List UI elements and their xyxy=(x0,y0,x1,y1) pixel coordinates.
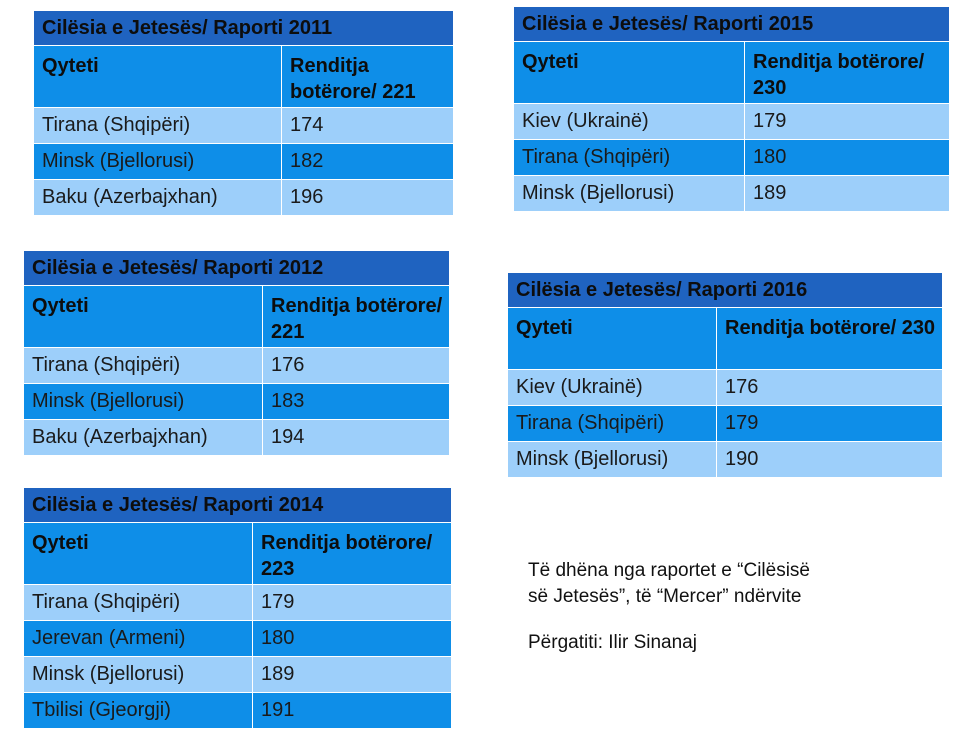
author-credit: Përgatiti: Ilir Sinanaj xyxy=(528,632,697,653)
column-header-rank: Renditja botërore/ 230 xyxy=(716,307,943,370)
column-header-city: Qyteti xyxy=(23,522,253,585)
rank-cell: 179 xyxy=(716,405,943,442)
column-header-rank: Renditja botërore/ 221 xyxy=(281,45,454,108)
table-header-row: Qyteti Renditja botërore/ 230 xyxy=(513,41,950,104)
report-table-2011: Cilësia e Jetesës/ Raporti 2011 Qyteti R… xyxy=(33,10,454,216)
city-cell: Kiev (Ukrainë) xyxy=(513,103,745,140)
city-cell: Tirana (Shqipëri) xyxy=(23,347,263,384)
table-title: Cilësia e Jetesës/ Raporti 2011 xyxy=(33,10,454,46)
table-row: Kiev (Ukrainë) 179 xyxy=(513,103,950,140)
table-title: Cilësia e Jetesës/ Raporti 2015 xyxy=(513,6,950,42)
rank-cell: 179 xyxy=(252,584,452,621)
table-row: Tirana (Shqipëri) 179 xyxy=(23,584,452,621)
city-cell: Minsk (Bjellorusi) xyxy=(23,656,253,693)
table-row: Minsk (Bjellorusi) 182 xyxy=(33,143,454,180)
report-table-2014: Cilësia e Jetesës/ Raporti 2014 Qyteti R… xyxy=(23,487,452,729)
rank-cell: 190 xyxy=(716,441,943,478)
city-cell: Tirana (Shqipëri) xyxy=(513,139,745,176)
table-row: Minsk (Bjellorusi) 183 xyxy=(23,383,450,420)
table-header-row: Qyteti Renditja botërore/ 221 xyxy=(33,45,454,108)
source-note: Të dhëna nga raportet e “Cilësisë së Jet… xyxy=(528,558,928,656)
city-cell: Minsk (Bjellorusi) xyxy=(33,143,282,180)
rank-cell: 174 xyxy=(281,107,454,144)
rank-cell: 194 xyxy=(262,419,450,456)
source-note-line-2: së Jetesës”, të “Mercer” ndërvite xyxy=(528,586,802,607)
column-header-rank: Renditja botërore/ 230 xyxy=(744,41,950,104)
table-title-row: Cilësia e Jetesës/ Raporti 2012 xyxy=(23,250,450,286)
column-header-city: Qyteti xyxy=(33,45,282,108)
table-row: Tirana (Shqipëri) 180 xyxy=(513,139,950,176)
column-header-rank: Renditja botërore/ 221 xyxy=(262,285,450,348)
table-row: Jerevan (Armeni) 180 xyxy=(23,620,452,657)
spacer xyxy=(528,610,928,630)
table-row: Baku (Azerbajxhan) 196 xyxy=(33,179,454,216)
report-table-2012: Cilësia e Jetesës/ Raporti 2012 Qyteti R… xyxy=(23,250,450,456)
source-note-line-1: Të dhëna nga raportet e “Cilësisë xyxy=(528,560,810,581)
table-title-row: Cilësia e Jetesës/ Raporti 2011 xyxy=(33,10,454,46)
report-table-2016: Cilësia e Jetesës/ Raporti 2016 Qyteti R… xyxy=(507,272,943,478)
city-cell: Tirana (Shqipëri) xyxy=(33,107,282,144)
column-header-city: Qyteti xyxy=(23,285,263,348)
column-header-city: Qyteti xyxy=(513,41,745,104)
table-row: Minsk (Bjellorusi) 189 xyxy=(23,656,452,693)
table-row: Kiev (Ukrainë) 176 xyxy=(507,369,943,406)
column-header-city: Qyteti xyxy=(507,307,717,370)
table-title-row: Cilësia e Jetesës/ Raporti 2014 xyxy=(23,487,452,523)
table-title: Cilësia e Jetesës/ Raporti 2012 xyxy=(23,250,450,286)
city-cell: Tbilisi (Gjeorgji) xyxy=(23,692,253,729)
rank-cell: 180 xyxy=(252,620,452,657)
rank-cell: 191 xyxy=(252,692,452,729)
table-row: Tirana (Shqipëri) 174 xyxy=(33,107,454,144)
table-header-row: Qyteti Renditja botërore/ 223 xyxy=(23,522,452,585)
table-row: Baku (Azerbajxhan) 194 xyxy=(23,419,450,456)
rank-cell: 180 xyxy=(744,139,950,176)
city-cell: Minsk (Bjellorusi) xyxy=(513,175,745,212)
rank-cell: 182 xyxy=(281,143,454,180)
table-title: Cilësia e Jetesës/ Raporti 2014 xyxy=(23,487,452,523)
rank-cell: 183 xyxy=(262,383,450,420)
column-header-rank: Renditja botërore/ 223 xyxy=(252,522,452,585)
rank-cell: 196 xyxy=(281,179,454,216)
city-cell: Jerevan (Armeni) xyxy=(23,620,253,657)
table-title-row: Cilësia e Jetesës/ Raporti 2016 xyxy=(507,272,943,308)
city-cell: Minsk (Bjellorusi) xyxy=(23,383,263,420)
table-row: Minsk (Bjellorusi) 189 xyxy=(513,175,950,212)
table-row: Tirana (Shqipëri) 179 xyxy=(507,405,943,442)
city-cell: Baku (Azerbajxhan) xyxy=(23,419,263,456)
rank-cell: 189 xyxy=(744,175,950,212)
rank-cell: 179 xyxy=(744,103,950,140)
city-cell: Minsk (Bjellorusi) xyxy=(507,441,717,478)
table-row: Minsk (Bjellorusi) 190 xyxy=(507,441,943,478)
city-cell: Baku (Azerbajxhan) xyxy=(33,179,282,216)
report-table-2015: Cilësia e Jetesës/ Raporti 2015 Qyteti R… xyxy=(513,6,950,212)
rank-cell: 176 xyxy=(716,369,943,406)
city-cell: Tirana (Shqipëri) xyxy=(23,584,253,621)
city-cell: Kiev (Ukrainë) xyxy=(507,369,717,406)
city-cell: Tirana (Shqipëri) xyxy=(507,405,717,442)
table-row: Tirana (Shqipëri) 176 xyxy=(23,347,450,384)
table-header-row: Qyteti Renditja botërore/ 230 xyxy=(507,307,943,370)
table-title-row: Cilësia e Jetesës/ Raporti 2015 xyxy=(513,6,950,42)
table-row: Tbilisi (Gjeorgji) 191 xyxy=(23,692,452,729)
rank-cell: 189 xyxy=(252,656,452,693)
table-title: Cilësia e Jetesës/ Raporti 2016 xyxy=(507,272,943,308)
table-header-row: Qyteti Renditja botërore/ 221 xyxy=(23,285,450,348)
rank-cell: 176 xyxy=(262,347,450,384)
